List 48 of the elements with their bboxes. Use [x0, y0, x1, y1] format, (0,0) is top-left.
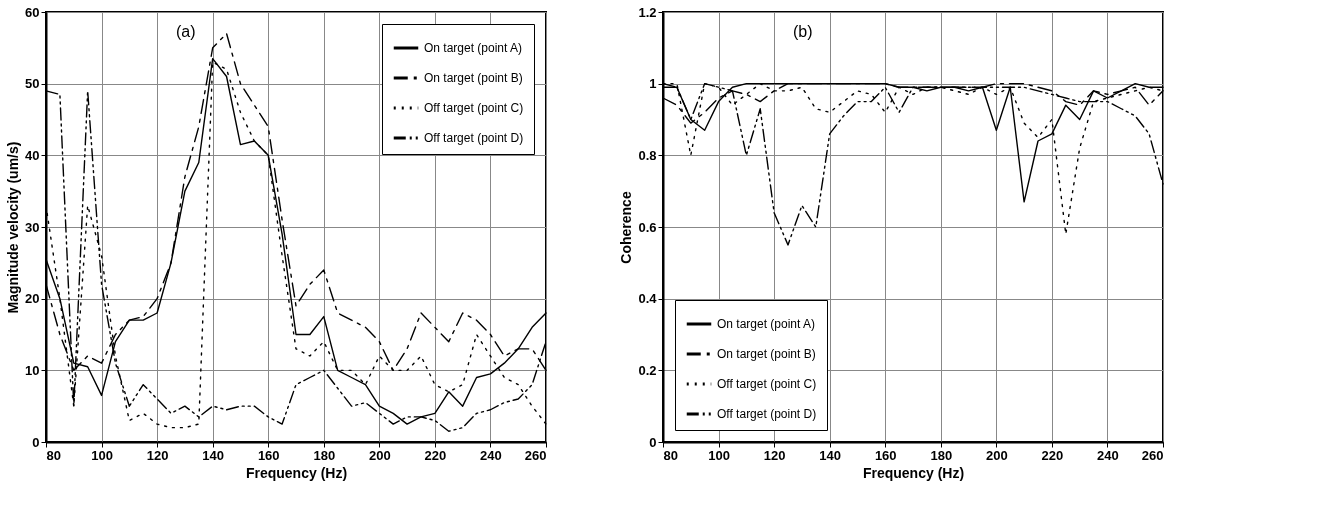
- y-tick-label: 20: [25, 291, 40, 307]
- x-tick-label: 140: [202, 447, 225, 463]
- x-tick-label: 220: [424, 447, 447, 463]
- x-tick-label: 100: [91, 447, 113, 463]
- x-tick-label: 80: [663, 447, 678, 463]
- x-tick-label: 200: [368, 447, 391, 463]
- y-tick-label: 0.2: [638, 362, 657, 378]
- annotation: (b): [793, 23, 813, 40]
- x-tick-label: 180: [930, 447, 953, 463]
- y-tick-label: 60: [25, 4, 40, 20]
- x-tick-label: 160: [257, 447, 280, 463]
- y-tick-label: 0.8: [638, 147, 657, 163]
- legend-label: Off target (point D): [717, 407, 817, 421]
- y-tick-label: 0.4: [638, 291, 658, 307]
- y-tick-label: 1.2: [638, 4, 657, 20]
- legend-label: On target (point A): [717, 317, 816, 331]
- y-axis-title: Magnitude velocity (um/s): [5, 141, 22, 314]
- x-tick-label: 120: [146, 447, 169, 463]
- x-tick-label: 120: [763, 447, 786, 463]
- y-tick-label: 10: [25, 362, 40, 378]
- y-tick-label: 40: [25, 147, 40, 163]
- x-tick-label: 240: [480, 447, 502, 463]
- y-tick-label: 0: [649, 434, 657, 450]
- y-tick-label: 1: [649, 76, 657, 92]
- x-axis-title: Frequency (Hz): [862, 464, 965, 481]
- y-tick-label: 50: [25, 76, 40, 92]
- x-tick-label: 200: [985, 447, 1008, 463]
- legend-label: On target (point B): [717, 347, 816, 361]
- legend-label: Off target (point C): [424, 101, 524, 115]
- legend-label: On target (point A): [424, 41, 523, 55]
- y-axis-title: Coherence: [618, 191, 635, 264]
- annotation: (a): [176, 23, 196, 40]
- x-tick-label: 160: [874, 447, 897, 463]
- legend-label: On target (point B): [424, 71, 523, 85]
- x-tick-label: 220: [1041, 447, 1064, 463]
- x-tick-label: 140: [819, 447, 842, 463]
- y-tick-label: 0: [32, 434, 40, 450]
- x-tick-label: 100: [708, 447, 730, 463]
- legend-label: Off target (point D): [424, 131, 524, 145]
- x-tick-label: 260: [1141, 447, 1164, 463]
- x-tick-label: 180: [313, 447, 336, 463]
- x-tick-label: 260: [524, 447, 547, 463]
- legend-label: Off target (point C): [717, 377, 817, 391]
- y-tick-label: 0.6: [638, 219, 657, 235]
- y-tick-label: 30: [25, 219, 40, 235]
- x-axis-title: Frequency (Hz): [245, 464, 348, 481]
- x-tick-label: 80: [46, 447, 61, 463]
- x-tick-label: 240: [1097, 447, 1119, 463]
